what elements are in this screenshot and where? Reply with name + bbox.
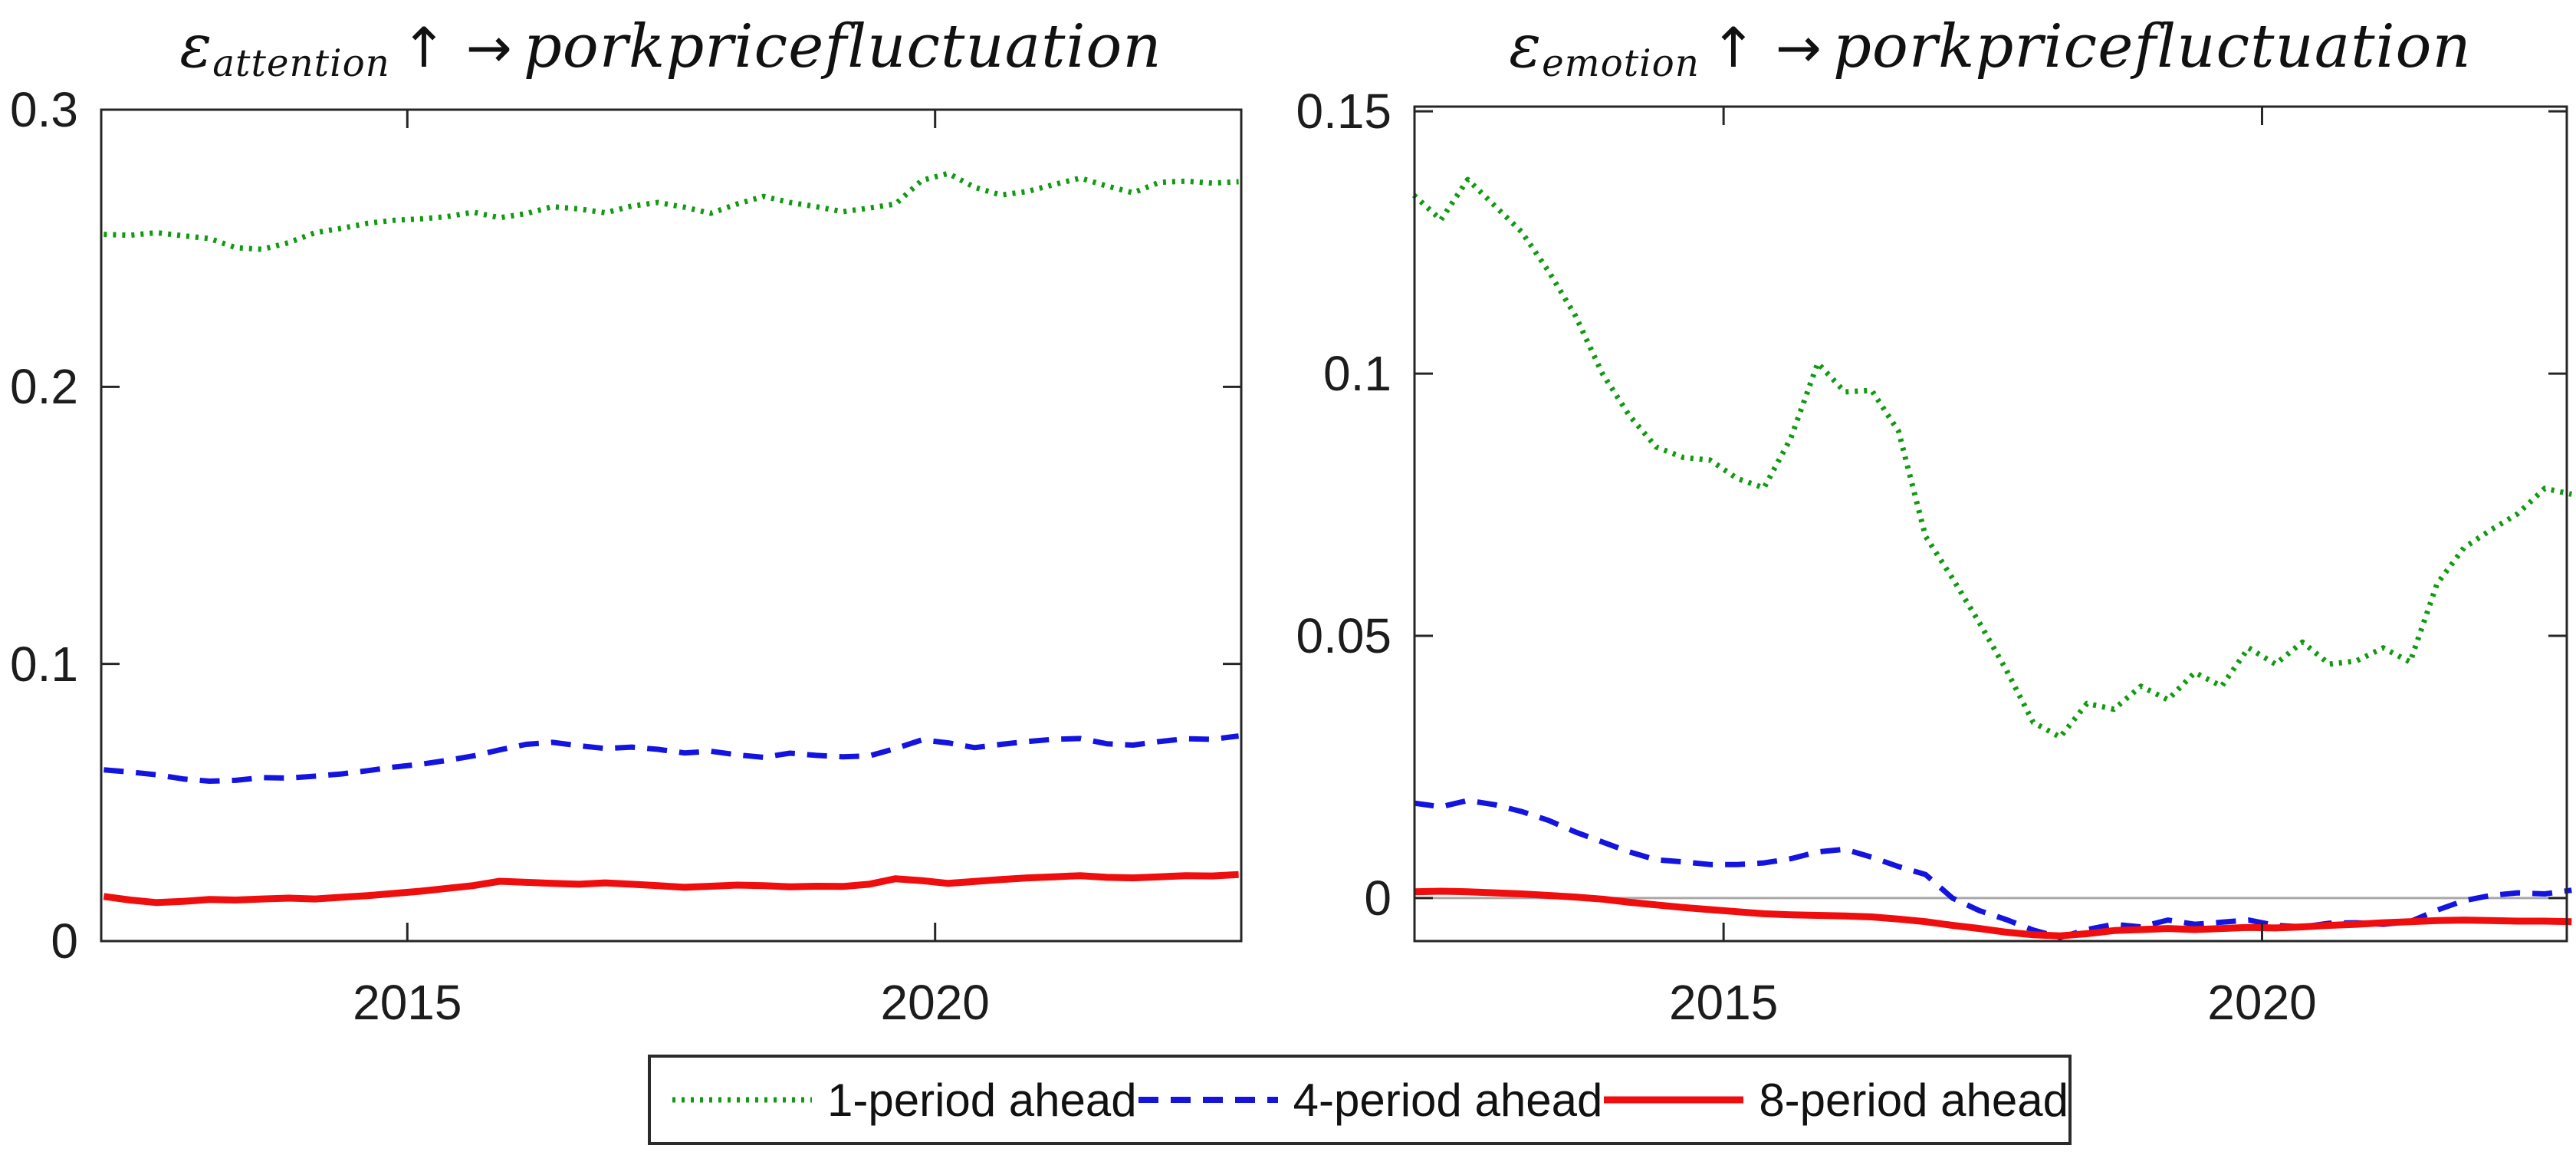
legend-item-1-period: 1-period ahead [671,1074,1137,1127]
y-tick-label: 0 [51,913,78,969]
y-tick-label: 0.2 [10,359,78,415]
title-rest: porkpricefluctuation [523,12,1162,81]
legend-box: 1-period ahead 4-period ahead 8-period a… [648,1055,2072,1145]
y-tick-label: 0.05 [1296,608,1392,663]
blue-dashed-line-sample [1138,1097,1278,1103]
legend-label: 1-period ahead [827,1074,1137,1126]
epsilon-symbol: ε [179,12,213,81]
red-solid-line-sample [1604,1096,1744,1104]
y-tick-label: 0 [1364,870,1392,926]
y-tick-label: 0.1 [10,636,78,692]
series-4-period-ahead [1413,798,2572,940]
x-tick-label: 2020 [880,975,990,1030]
y-tick-label: 0.3 [10,82,78,137]
left-panel-title: εattention ↑ → porkpricefluctuation [172,12,1169,85]
title-subscript: emotion [1542,42,1700,86]
axes-box [100,108,1243,943]
series-8-period-ahead [103,871,1239,907]
legend-label: 8-period ahead [1759,1074,2068,1126]
legend-item-8-period: 8-period ahead [1602,1074,2068,1127]
y-tick-label: 0.1 [1323,346,1392,402]
title-subscript: attention [212,42,390,86]
legend-item-4-period: 4-period ahead [1137,1074,1603,1127]
series-1-period-ahead [1411,176,2573,740]
title-rest: porkpricefluctuation [1832,12,2472,81]
x-tick-label: 2015 [1668,975,1779,1030]
axes-box [1413,105,2568,943]
right-panel-title: εemotion ↑ → porkpricefluctuation [1492,12,2489,85]
x-tick-label: 2015 [353,975,462,1030]
epsilon-symbol: ε [1509,12,1543,81]
green-dotted-line-sample [672,1097,812,1103]
series-4-period-ahead [104,733,1240,784]
series-1-period-ahead [104,170,1239,252]
series-8-period-ahead [1414,887,2572,940]
arrow-icons: ↑ → [400,15,513,80]
legend-label: 4-period ahead [1293,1074,1603,1126]
x-tick-label: 2020 [2207,975,2317,1030]
y-tick-label: 0.15 [1296,84,1392,140]
arrow-icons: ↑ → [1710,15,1822,80]
